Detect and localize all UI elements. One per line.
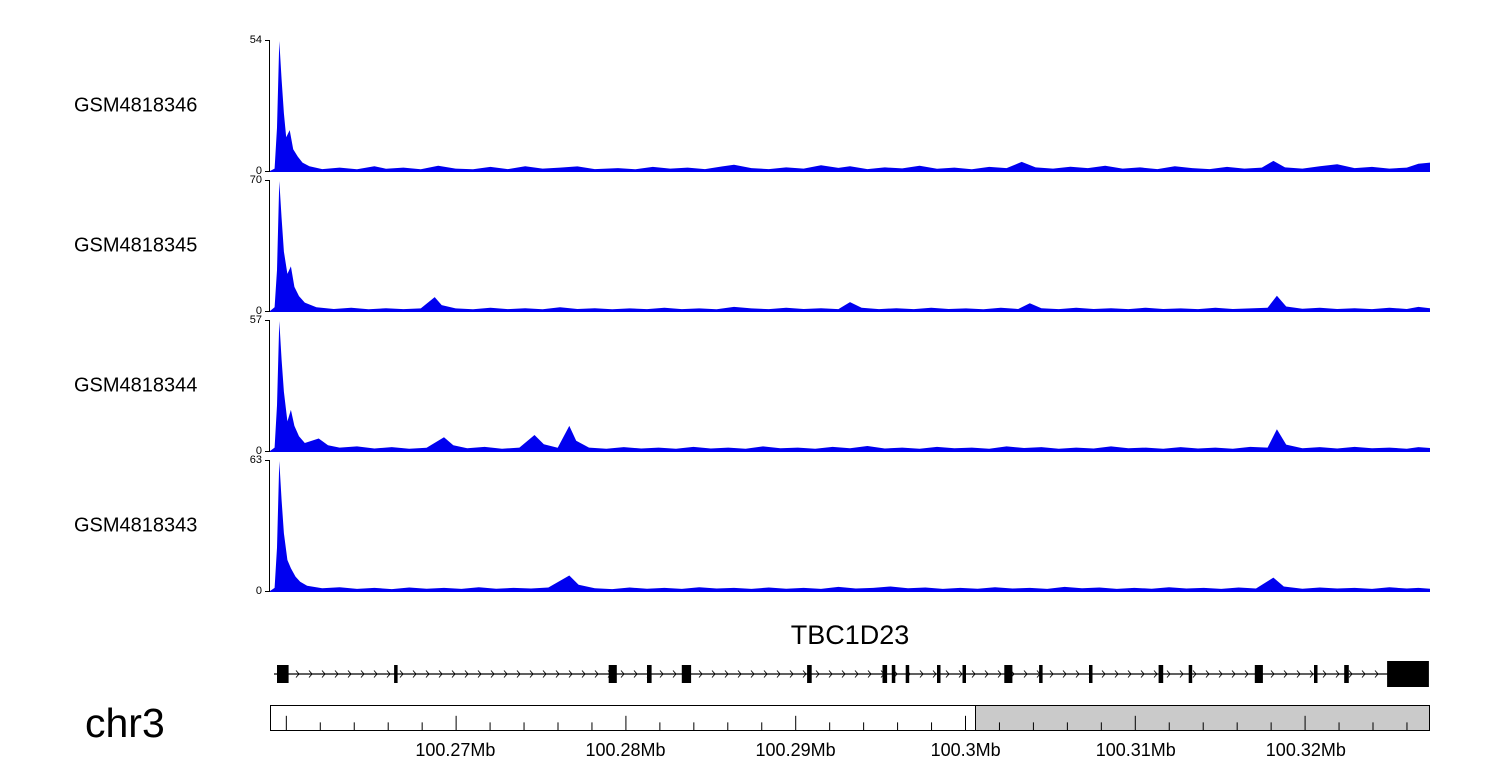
y-axis-tick <box>265 171 269 172</box>
genome-axis-tick-label: 100.3Mb <box>930 740 1001 760</box>
genome-axis-tick-label: 100.28Mb <box>585 740 666 760</box>
y-axis-tick <box>265 460 269 461</box>
y-axis-tick <box>265 320 269 321</box>
genome-axis-tick-label: 100.32Mb <box>1265 740 1346 760</box>
coverage-area <box>270 181 1430 312</box>
chromosome-shaded-region <box>975 706 1429 730</box>
track-label: GSM4818343 <box>74 514 198 537</box>
y-axis-zero-label: 0 <box>255 585 262 597</box>
coverage-area <box>270 321 1430 452</box>
genome-axis-tick-label: 100.29Mb <box>755 740 836 760</box>
gene-name-label: TBC1D23 <box>790 620 910 650</box>
y-axis-max-label: 63 <box>249 454 262 466</box>
y-axis-tick <box>265 311 269 312</box>
y-axis-tick <box>265 180 269 181</box>
y-axis-zero-label: 0 <box>255 445 262 457</box>
y-axis-line <box>269 40 270 172</box>
track-label: GSM4818345 <box>74 234 198 257</box>
y-axis-line <box>269 320 270 452</box>
coverage-track-3: GSM4818344 57 0 <box>74 315 1430 457</box>
chromosome-bar <box>270 705 1430 731</box>
coverage-track-4: GSM4818343 63 0 <box>74 455 1430 597</box>
genome-axis-ticks <box>285 715 1408 730</box>
y-axis-zero-label: 0 <box>255 305 262 317</box>
chromosome-label: chr3 <box>85 700 165 746</box>
y-axis-tick <box>265 591 269 592</box>
y-axis-zero-label: 0 <box>255 165 262 177</box>
y-axis-max-label: 57 <box>249 314 262 326</box>
y-axis-line <box>269 180 270 312</box>
genome-axis-tick-label: 100.27Mb <box>415 740 496 760</box>
coverage-area <box>270 461 1430 592</box>
y-axis-tick <box>265 451 269 452</box>
genome-axis-tick-label: 100.31Mb <box>1095 740 1176 760</box>
y-axis-line <box>269 460 270 592</box>
coverage-area <box>270 41 1430 172</box>
y-axis-max-label: 54 <box>249 34 262 46</box>
coverage-track-1: GSM4818346 54 0 <box>74 35 1430 177</box>
track-label: GSM4818344 <box>74 374 198 397</box>
coverage-track-2: GSM4818345 70 0 <box>74 175 1430 317</box>
track-label: GSM4818346 <box>74 94 198 117</box>
gene-model <box>274 661 1429 687</box>
y-axis-max-label: 70 <box>249 174 262 186</box>
y-axis-tick <box>265 40 269 41</box>
